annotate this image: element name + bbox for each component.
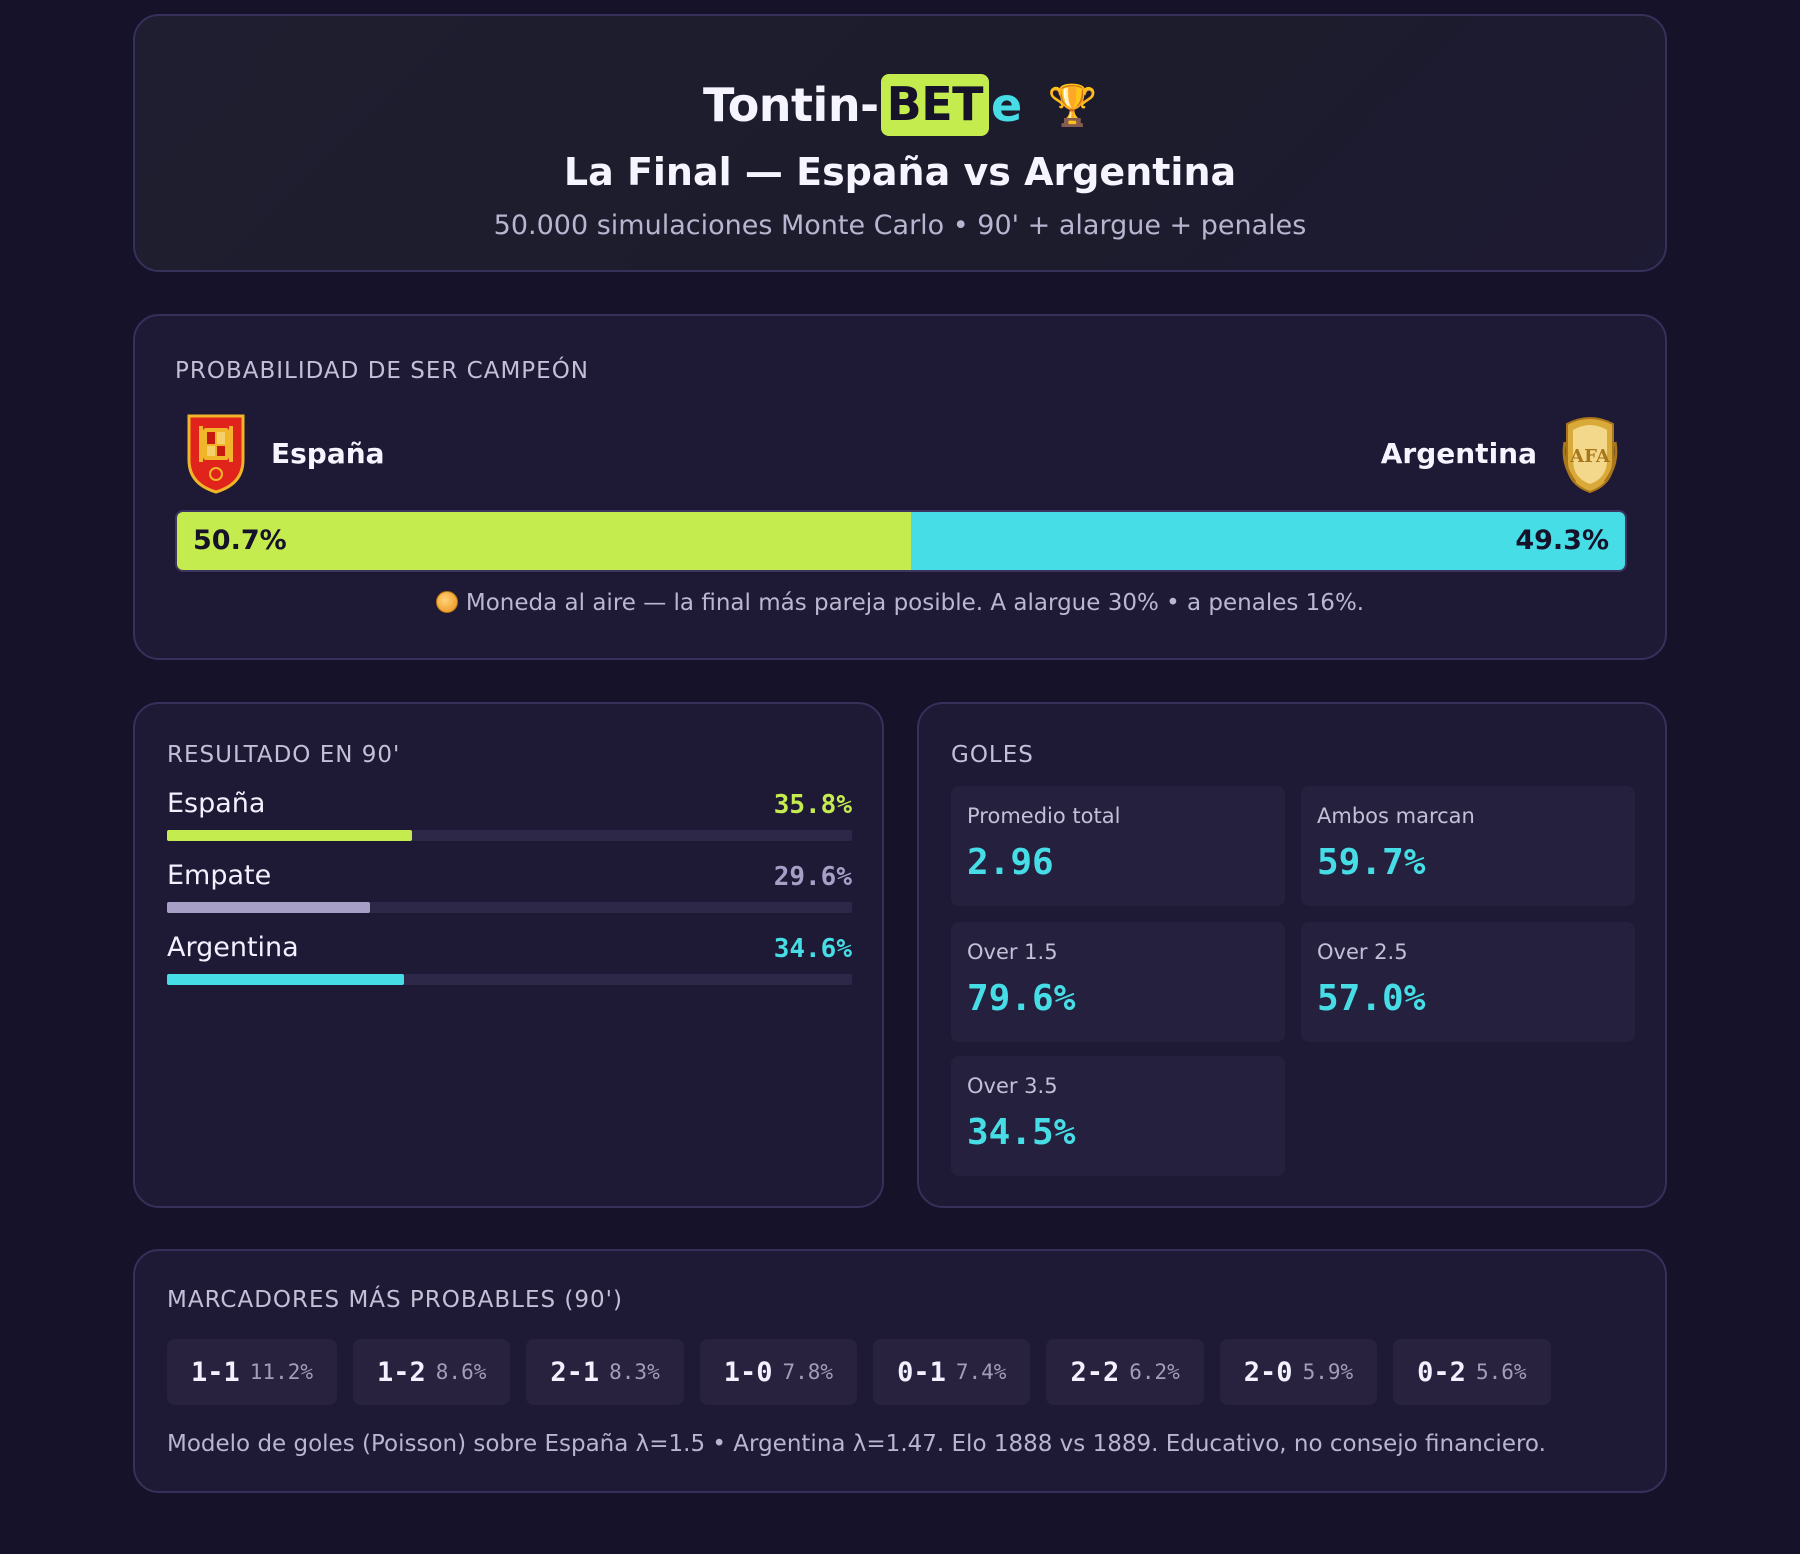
- score-probability: 7.8%: [782, 1360, 834, 1384]
- stat-value: 34.5%: [967, 1112, 1076, 1153]
- spain-crest-icon: [187, 414, 245, 494]
- stat-label: Ambos marcan: [1317, 804, 1475, 828]
- champion-probability-card: PROBABILIDAD DE SER CAMPEÓN España Argen…: [133, 314, 1667, 660]
- score-value: 2-0: [1243, 1356, 1293, 1388]
- score-probability: 5.9%: [1302, 1360, 1354, 1384]
- score-value: 0-1: [897, 1356, 946, 1388]
- brand-text-part3: e: [991, 78, 1022, 132]
- header-card: Tontin- BET e 🏆 La Final — España vs Arg…: [133, 14, 1667, 272]
- svg-text:AFA: AFA: [1569, 446, 1611, 467]
- probability-note-text: Moneda al aire — la final más pareja pos…: [465, 590, 1365, 616]
- result-value: 29.6%: [773, 862, 852, 892]
- stat-label: Over 1.5: [967, 940, 1058, 964]
- brand-logo: Tontin- BET e 🏆: [135, 74, 1665, 136]
- stat-label: Over 3.5: [967, 1074, 1058, 1098]
- section-label: GOLES: [951, 742, 1034, 768]
- stat-label: Over 2.5: [1317, 940, 1408, 964]
- result-name: Argentina: [167, 932, 299, 963]
- team-a: España: [185, 412, 385, 494]
- stat-value: 2.96: [967, 842, 1054, 883]
- probability-note: Moneda al aire — la final más pareja pos…: [135, 590, 1665, 616]
- result-bar-track: [167, 974, 852, 985]
- result-bar-track: [167, 902, 852, 913]
- stat-value: 59.7%: [1317, 842, 1426, 883]
- score-probability: 6.2%: [1129, 1360, 1180, 1384]
- result-bar-fill: [167, 830, 413, 841]
- result-value: 34.6%: [773, 934, 852, 964]
- score-chip: 1-1 11.2%: [167, 1339, 337, 1405]
- score-chip-list: 1-1 11.2% 1-2 8.6% 2-1 8.3% 1-0 7.8% 0-1 7.4%…: [167, 1339, 1551, 1405]
- trophy-icon: 🏆: [1047, 82, 1098, 129]
- stat-value: 57.0%: [1317, 978, 1426, 1019]
- score-probability: 7.4%: [955, 1360, 1007, 1384]
- stat-value: 79.6%: [967, 978, 1076, 1019]
- score-value: 0-2: [1417, 1356, 1466, 1388]
- stat-average-goals: Promedio total 2.96: [951, 786, 1285, 906]
- score-chip: 2-0 5.9%: [1219, 1339, 1378, 1405]
- team-a-name: España: [271, 436, 385, 470]
- brand-text-bet: BET: [880, 74, 990, 136]
- score-chip: 1-0 7.8%: [699, 1339, 858, 1405]
- score-probability: 11.2%: [249, 1360, 313, 1384]
- section-label: MARCADORES MÁS PROBABLES (90'): [167, 1287, 623, 1313]
- team-b-probability-segment: 49.3%: [911, 512, 1625, 570]
- section-label: PROBABILIDAD DE SER CAMPEÓN: [175, 358, 590, 384]
- stat-over-3-5: Over 3.5 34.5%: [951, 1056, 1285, 1176]
- team-a-probability-segment: 50.7%: [177, 512, 912, 570]
- score-chip: 1-2 8.6%: [353, 1339, 511, 1405]
- section-label: RESULTADO EN 90': [167, 742, 401, 768]
- result-bar-track: [167, 830, 852, 841]
- score-chip: 0-1 7.4%: [873, 1339, 1031, 1405]
- coin-icon: [435, 591, 458, 613]
- stat-label: Promedio total: [967, 804, 1121, 828]
- result-90-card: RESULTADO EN 90' España 35.8% Empate 29.…: [133, 702, 884, 1208]
- afa-crest-icon: AFA: [1562, 417, 1618, 494]
- score-value: 1-2: [377, 1356, 426, 1388]
- team-a-probability: 50.7%: [193, 525, 287, 556]
- champion-probability-bar: 50.7% 49.3%: [175, 510, 1627, 572]
- score-chip: 0-2 5.6%: [1393, 1339, 1551, 1405]
- team-b-probability: 49.3%: [1515, 525, 1609, 556]
- score-chip: 2-1 8.3%: [526, 1339, 684, 1405]
- goals-card: GOLES Promedio total 2.96 Ambos marcan 5…: [917, 702, 1667, 1208]
- result-bar-fill: [167, 902, 370, 913]
- result-value: 35.8%: [773, 790, 852, 820]
- page-title: La Final — España vs Argentina: [563, 150, 1237, 194]
- likely-scores-card: MARCADORES MÁS PROBABLES (90') 1-1 11.2% …: [133, 1249, 1667, 1493]
- stat-over-1-5: Over 1.5 79.6%: [951, 922, 1285, 1042]
- score-probability: 5.6%: [1475, 1360, 1527, 1384]
- stat-over-2-5: Over 2.5 57.0%: [1301, 922, 1635, 1042]
- stat-both-score: Ambos marcan 59.7%: [1301, 786, 1635, 906]
- score-chip: 2-2 6.2%: [1046, 1339, 1204, 1405]
- result-bar-fill: [167, 974, 404, 985]
- score-value: 1-1: [191, 1356, 240, 1388]
- team-b: Argentina AFA: [1381, 412, 1621, 494]
- score-probability: 8.6%: [435, 1360, 487, 1384]
- score-value: 2-2: [1070, 1356, 1120, 1388]
- result-name: Empate: [167, 860, 272, 891]
- score-probability: 8.3%: [609, 1360, 660, 1384]
- page-tagline: 50.000 simulaciones Monte Carlo • 90' + …: [493, 210, 1307, 241]
- score-value: 2-1: [550, 1356, 600, 1388]
- model-footnote: Modelo de goles (Poisson) sobre España λ…: [167, 1431, 1546, 1457]
- result-name: España: [167, 788, 266, 819]
- brand-text-part1: Tontin-: [702, 78, 879, 132]
- team-b-name: Argentina: [1380, 436, 1537, 470]
- score-value: 1-0: [723, 1356, 773, 1388]
